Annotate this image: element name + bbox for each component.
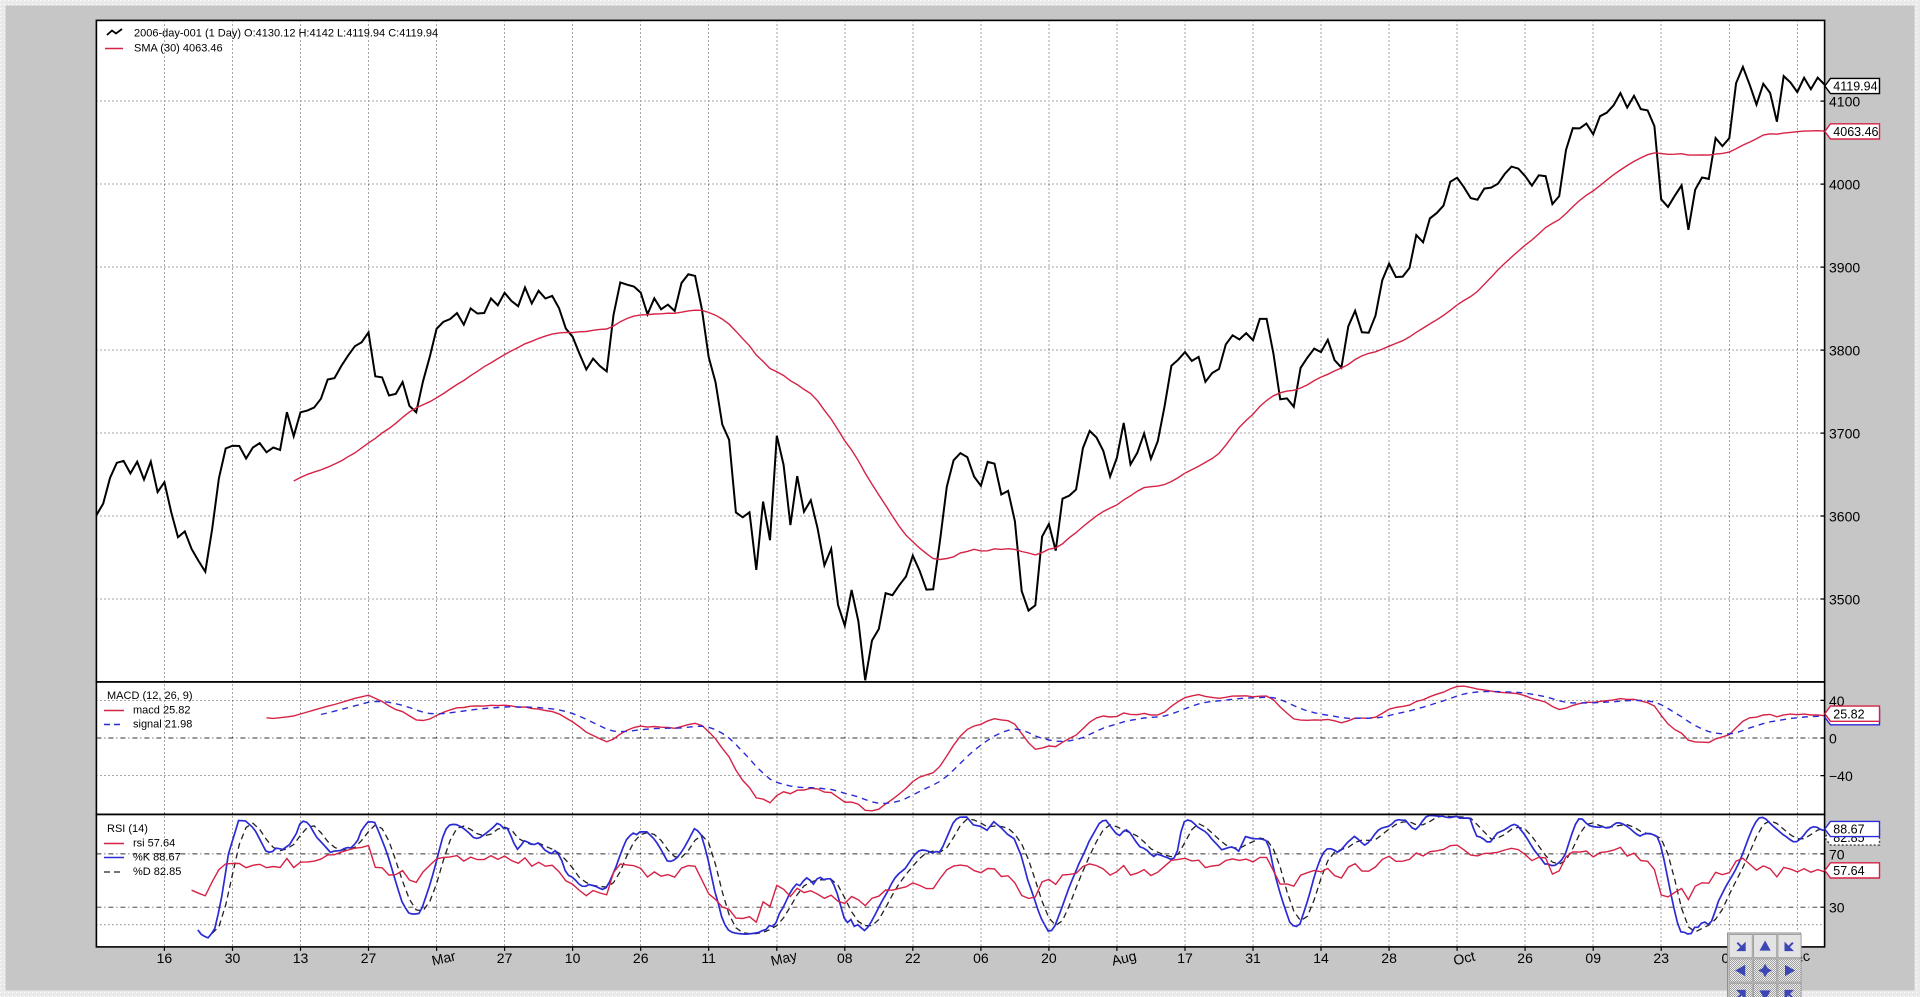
svg-text:2006-day-001 (1 Day) O:4130.12: 2006-day-001 (1 Day) O:4130.12 H:4142 L:… [134, 28, 438, 40]
svg-text:MACD (12, 26, 9): MACD (12, 26, 9) [107, 690, 193, 702]
svg-text:SMA (30) 4063.46: SMA (30) 4063.46 [134, 43, 223, 55]
svg-text:%K 88.67: %K 88.67 [133, 852, 181, 864]
svg-text:RSI (14): RSI (14) [107, 823, 148, 835]
svg-text:Oct: Oct [1452, 948, 1477, 969]
svg-text:4119.94: 4119.94 [1833, 80, 1877, 94]
svg-text:3900: 3900 [1829, 260, 1860, 276]
svg-text:22: 22 [905, 950, 921, 966]
svg-text:signal 21.98: signal 21.98 [133, 719, 192, 731]
svg-text:4000: 4000 [1829, 177, 1860, 193]
svg-text:3600: 3600 [1829, 509, 1860, 525]
svg-text:11: 11 [701, 950, 716, 966]
svg-text:10: 10 [565, 950, 581, 966]
svg-text:3800: 3800 [1829, 343, 1860, 359]
svg-text:31: 31 [1245, 950, 1261, 966]
svg-text:May: May [769, 947, 798, 969]
svg-text:20: 20 [1041, 950, 1057, 966]
svg-text:4100: 4100 [1829, 94, 1860, 110]
svg-text:−40: −40 [1829, 768, 1853, 784]
svg-text:26: 26 [633, 950, 649, 966]
svg-text:rsi 57.64: rsi 57.64 [133, 838, 175, 850]
svg-text:40: 40 [1829, 693, 1845, 709]
svg-text:%D 82.85: %D 82.85 [133, 866, 181, 878]
svg-text:27: 27 [361, 950, 377, 966]
svg-text:16: 16 [157, 950, 173, 966]
svg-text:08: 08 [837, 950, 853, 966]
svg-text:27: 27 [497, 950, 513, 966]
svg-text:17: 17 [1177, 950, 1193, 966]
svg-text:09: 09 [1585, 950, 1601, 966]
svg-text:Mar: Mar [430, 947, 457, 968]
svg-text:14: 14 [1313, 950, 1329, 966]
svg-text:Aug: Aug [1110, 947, 1138, 968]
svg-text:4063.46: 4063.46 [1833, 125, 1878, 139]
svg-text:30: 30 [1829, 900, 1845, 916]
svg-text:57.64: 57.64 [1833, 864, 1864, 878]
svg-text:3700: 3700 [1829, 426, 1860, 442]
svg-text:30: 30 [225, 950, 241, 966]
svg-text:13: 13 [293, 950, 309, 966]
svg-text:3500: 3500 [1829, 592, 1860, 608]
svg-text:macd 25.82: macd 25.82 [133, 705, 190, 717]
svg-text:26: 26 [1517, 950, 1533, 966]
svg-text:0: 0 [1829, 731, 1837, 747]
svg-text:23: 23 [1653, 950, 1669, 966]
svg-text:28: 28 [1381, 950, 1397, 966]
svg-text:70: 70 [1829, 846, 1845, 862]
svg-text:88.67: 88.67 [1833, 823, 1864, 837]
svg-text:25.82: 25.82 [1833, 707, 1864, 721]
svg-text:06: 06 [973, 950, 989, 966]
